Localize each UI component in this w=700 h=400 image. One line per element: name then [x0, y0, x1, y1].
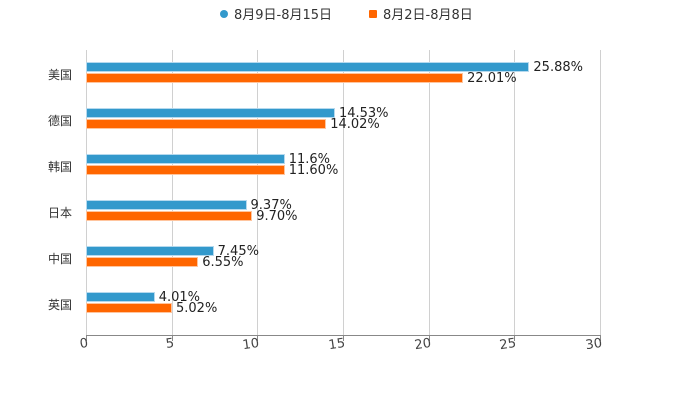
- data-label: 25.88%: [533, 60, 583, 75]
- data-label: 9.37%: [250, 198, 292, 213]
- bar-series-2[interactable]: [86, 257, 199, 267]
- data-label: 5.02%: [176, 301, 218, 316]
- bar-series-1[interactable]: [86, 108, 335, 118]
- bar-series-2[interactable]: [86, 211, 253, 221]
- x-tick-label: 10: [241, 336, 261, 354]
- gridline: [514, 50, 515, 335]
- data-label: 9.70%: [256, 209, 298, 224]
- x-tick-label: 25: [498, 336, 518, 354]
- gridline: [257, 50, 258, 335]
- x-tick: [429, 335, 430, 341]
- data-label: 6.55%: [202, 255, 244, 270]
- x-tick-label: 5: [164, 336, 176, 353]
- gridline: [172, 50, 173, 335]
- gridline: [86, 50, 87, 335]
- category-label: 中国: [48, 252, 73, 266]
- gridline: [429, 50, 430, 335]
- bar-series-1[interactable]: [86, 246, 214, 256]
- category-label: 韩国: [48, 160, 73, 174]
- category-label: 德国: [48, 114, 73, 128]
- category-label: 美国: [48, 68, 73, 82]
- data-label: 11.60%: [288, 163, 339, 178]
- x-tick-label: 15: [327, 336, 347, 354]
- bar-series-2[interactable]: [86, 165, 285, 175]
- bar-series-2[interactable]: [86, 73, 464, 83]
- bar-series-1[interactable]: [86, 62, 530, 72]
- chart-legend: 8月9日-8月15日 8月2日-8月8日: [0, 4, 700, 23]
- category-label: 日本: [48, 206, 73, 220]
- data-label: 22.01%: [467, 71, 517, 86]
- x-tick: [86, 335, 87, 341]
- legend-circle-icon: [220, 9, 228, 18]
- data-label: 11.6%: [288, 152, 331, 167]
- x-tick: [172, 335, 173, 341]
- gridline: [343, 50, 344, 335]
- bar-series-1[interactable]: [86, 292, 155, 302]
- bar-series-2[interactable]: [86, 119, 327, 129]
- x-tick-label: 20: [413, 336, 433, 354]
- x-tick: [514, 335, 515, 341]
- x-tick-label: 0: [78, 336, 90, 353]
- legend-square-icon: [369, 9, 377, 18]
- x-tick: [343, 335, 344, 341]
- data-label: 14.53%: [338, 106, 389, 121]
- bar-series-2[interactable]: [86, 303, 172, 313]
- gridline: [600, 50, 601, 335]
- bar-series-1[interactable]: [86, 200, 247, 210]
- plot-area: [86, 50, 601, 335]
- data-label: 14.02%: [330, 117, 380, 132]
- category-label: 英国: [48, 298, 73, 312]
- x-tick-label: 30: [584, 336, 604, 354]
- bar-series-1[interactable]: [86, 154, 285, 164]
- data-label: 4.01%: [158, 290, 201, 305]
- x-tick: [257, 335, 258, 341]
- legend-item-series-1[interactable]: 8月9日-8月15日: [220, 4, 332, 23]
- data-label: 7.45%: [217, 244, 259, 259]
- legend-label: 8月9日-8月15日: [234, 8, 333, 23]
- legend-label: 8月2日-8月8日: [383, 8, 473, 23]
- legend-item-series-2[interactable]: 8月2日-8月8日: [369, 4, 473, 23]
- x-tick: [600, 335, 601, 341]
